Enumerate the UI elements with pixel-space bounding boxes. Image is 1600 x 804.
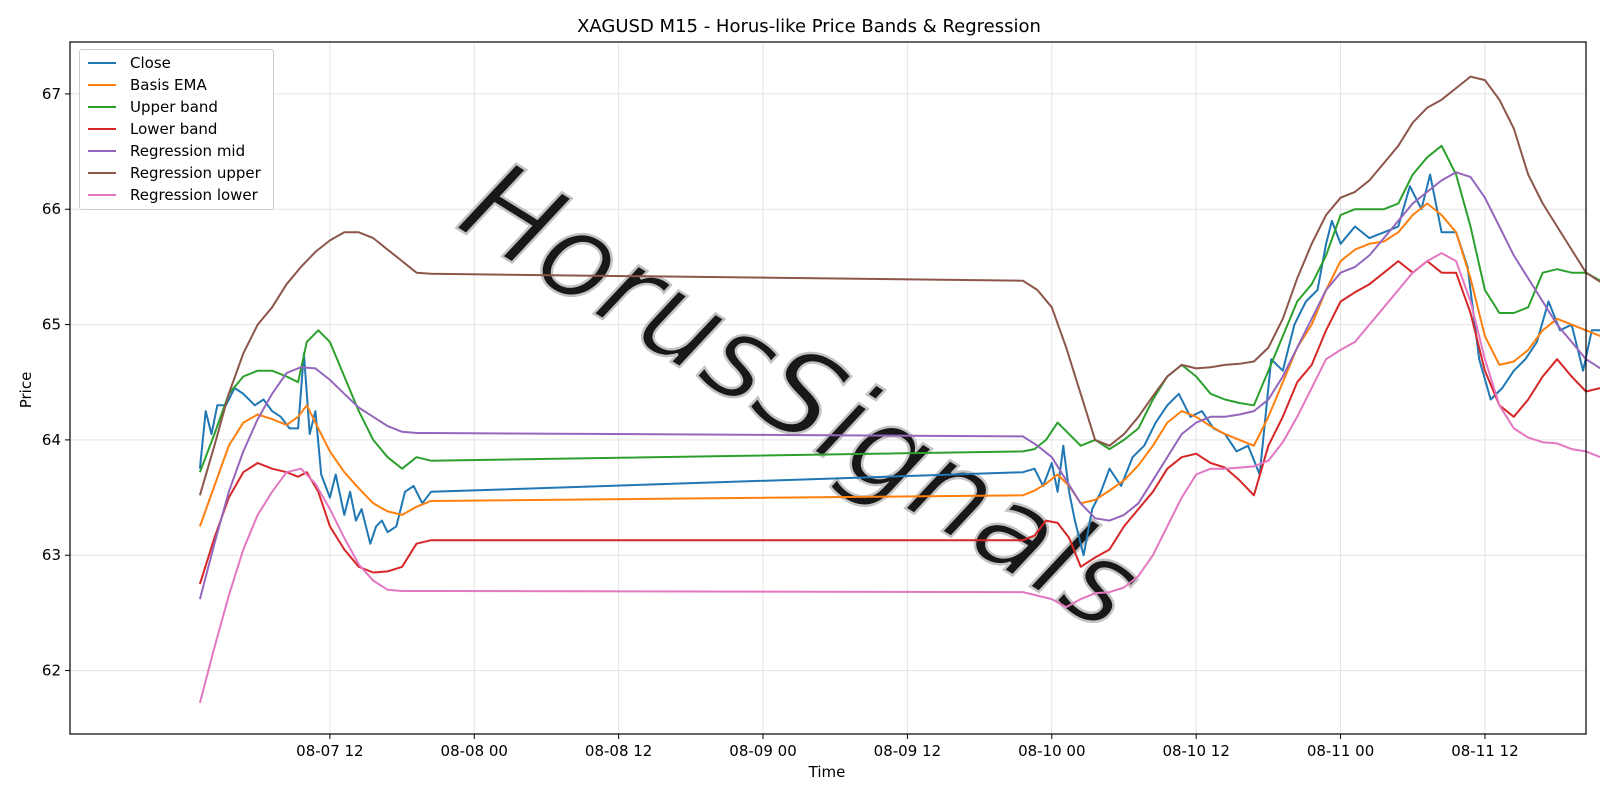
series-line-basis-ema — [198, 202, 1600, 527]
x-tick-label: 08-10 00 — [1018, 742, 1085, 760]
plot-frame — [69, 41, 1587, 735]
legend: Close Basis EMA Upper band Lower band Regres… — [79, 49, 274, 210]
legend-swatch — [88, 62, 116, 64]
y-tick-label: 65 — [42, 316, 61, 334]
legend-swatch — [88, 150, 116, 152]
series-line-regression-lower — [198, 252, 1600, 704]
legend-swatch — [88, 194, 116, 196]
y-axis-ticks: 62 63 64 65 66 67 — [42, 85, 70, 680]
y-tick-label: 67 — [42, 85, 61, 103]
legend-label: Close — [130, 54, 171, 72]
series-line-regression-mid — [198, 171, 1600, 600]
legend-item-lower-band: Lower band — [88, 119, 217, 139]
x-axis-ticks: 08-07 12 08-08 00 08-08 12 08-09 00 08-09 12… — [296, 734, 1519, 760]
x-tick-label: 08-09 12 — [874, 742, 941, 760]
legend-label: Basis EMA — [130, 76, 207, 94]
x-axis-label: Time — [808, 763, 846, 781]
grid-layer — [70, 42, 1586, 734]
x-tick-label: 08-10 12 — [1162, 742, 1229, 760]
y-tick-label: 64 — [42, 431, 61, 449]
watermark-text: HorusSignals — [439, 133, 1165, 658]
legend-item-basis-ema: Basis EMA — [88, 75, 207, 95]
legend-item-upper-band: Upper band — [88, 97, 218, 117]
legend-label: Lower band — [130, 120, 218, 138]
chart-title: XAGUSD M15 - Horus-like Price Bands & Re… — [577, 16, 1041, 37]
legend-item-regression-upper: Regression upper — [88, 163, 261, 183]
legend-item-regression-lower: Regression lower — [88, 185, 258, 205]
series-line-lower-band — [198, 260, 1600, 585]
watermark: HorusSignals — [438, 132, 1166, 659]
x-tick-label: 08-11 00 — [1307, 742, 1374, 760]
y-axis-label: Price — [17, 372, 35, 409]
legend-label: Regression lower — [130, 186, 258, 204]
y-tick-label: 63 — [42, 546, 61, 564]
legend-swatch — [88, 84, 116, 86]
y-tick-label: 62 — [42, 662, 61, 680]
legend-label: Upper band — [130, 98, 218, 116]
x-tick-label: 08-08 00 — [441, 742, 508, 760]
x-tick-label: 08-07 12 — [296, 742, 363, 760]
legend-item-close: Close — [88, 53, 171, 73]
series-line-regression-upper — [198, 75, 1600, 496]
legend-label: Regression mid — [130, 142, 246, 160]
x-tick-label: 08-11 12 — [1451, 742, 1518, 760]
legend-swatch — [88, 172, 116, 174]
legend-item-regression-mid: Regression mid — [88, 141, 245, 161]
legend-label: Regression upper — [130, 164, 261, 182]
x-tick-label: 08-08 12 — [585, 742, 652, 760]
legend-swatch — [88, 128, 116, 130]
y-tick-label: 66 — [42, 200, 61, 218]
x-tick-label: 08-09 00 — [729, 742, 796, 760]
series-layer — [198, 75, 1600, 704]
legend-swatch — [88, 106, 116, 108]
